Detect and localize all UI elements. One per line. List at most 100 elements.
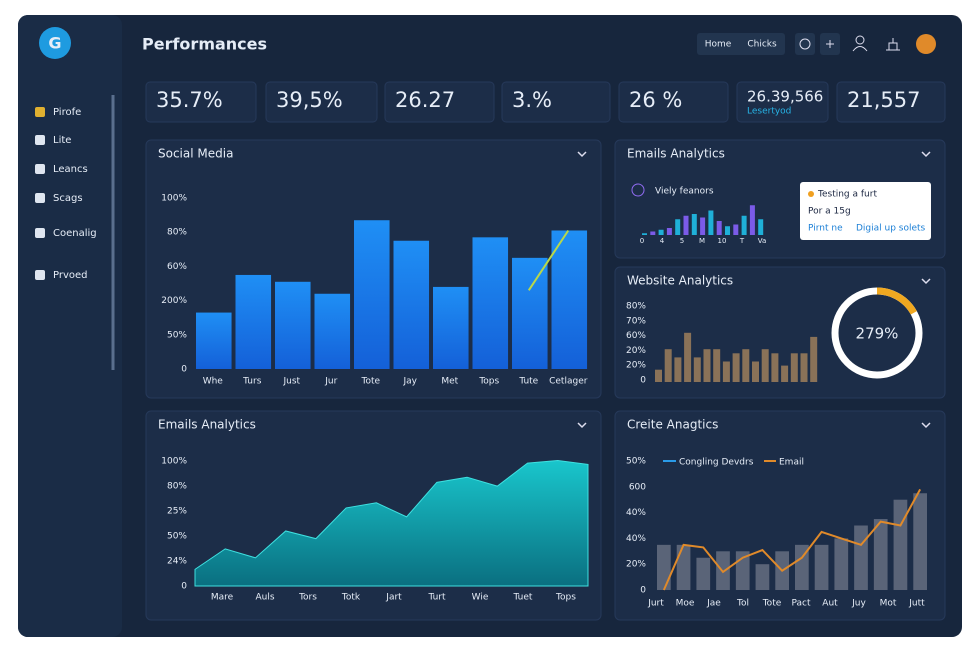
y-axis-label: 100% [161,457,187,467]
nav-item[interactable]: Lite [53,135,71,146]
nav-item[interactable]: Leancs [53,164,88,175]
bar [761,349,769,382]
nav-item[interactable]: Coenalig [53,228,97,239]
bar [684,332,692,382]
kpi-value: 39,5% [276,88,343,112]
legend-text: Email [779,458,804,468]
kpi-value: 35.7% [156,88,223,112]
tooltip-text: Por a 15g [808,207,851,217]
icon-button[interactable] [795,33,815,55]
nav-box [697,33,785,55]
x-axis-label: Mot [880,599,897,609]
avatar[interactable] [916,34,936,54]
bar [658,229,664,235]
bar [854,525,868,590]
y-axis-label: 100% [161,194,187,204]
x-axis-label: Turt [427,593,446,603]
chevron[interactable] [921,151,931,158]
bar [666,228,672,235]
bar [700,217,706,235]
y-axis-label: 50% [167,532,187,542]
bar [655,369,662,382]
upload-icon[interactable] [886,38,900,51]
nav-link[interactable]: Home [705,40,732,50]
bar [834,538,849,590]
bar [758,219,764,235]
nav-item[interactable]: Prvoed [53,270,88,281]
bar [814,544,829,590]
bar [781,365,789,382]
x-axis-label: Jae [706,599,721,609]
panel-title: Creite Anagtics [627,418,718,432]
kpi-value: 26.27 [395,88,455,112]
bar [725,226,730,235]
x-axis-label: Pact [791,599,810,609]
kpi-card [618,81,729,123]
icon [799,38,811,50]
x-axis-label: Tors [298,593,317,603]
y-axis-label: 0 [181,582,187,592]
kpi-value: 3.% [512,88,552,112]
y-axis-label: 0 [181,365,187,375]
logo-text: G [48,34,61,53]
chevron[interactable] [921,278,931,285]
bar [696,557,711,590]
donut-arc [831,287,923,379]
x-axis-label: Wie [472,593,489,603]
x-axis-label: Jur [324,377,337,387]
y-axis-label: 200% [161,296,187,306]
y-axis-label: 40% [626,534,646,544]
x-axis-label: Tops [478,377,499,387]
bar [703,349,711,382]
bar [683,215,689,235]
bar [691,214,697,235]
y-axis-label: 0 [640,586,646,596]
bar [433,286,469,369]
x-axis-label: Va [758,237,767,245]
bar [275,281,311,369]
bar [674,357,682,382]
bar [742,349,750,382]
x-axis-label: Tuet [513,593,533,603]
x-axis-label: Tute [518,377,538,387]
bar [752,361,759,382]
page-title: Performances [142,35,267,54]
tooltip-link[interactable]: Pirnt ne [808,224,843,234]
user-icon[interactable] [855,35,865,45]
bar [657,544,671,590]
bar [354,220,390,369]
x-axis-label: Aut [822,599,838,609]
x-axis-label: 4 [660,237,665,245]
tooltip [800,182,931,240]
bar [314,293,351,369]
x-axis-label: Mare [211,593,234,603]
panel-title: Emails Analytics [627,147,725,161]
y-axis-label: 600 [629,482,646,492]
bar [795,544,809,590]
kpi-card [501,81,611,123]
nav-link[interactable]: Chicks [747,40,777,50]
kpi-card [384,81,495,123]
bar [741,215,747,235]
x-axis-label: Juy [851,599,866,609]
x-axis-label: Auls [255,593,274,603]
chevron[interactable] [577,422,587,429]
chevron[interactable] [577,151,587,158]
x-axis-label: Tol [736,599,749,609]
bar [235,274,272,369]
x-axis-label: Met [441,377,458,387]
bar [676,544,691,590]
x-axis-label: M [699,237,705,245]
x-axis-label: Totk [341,593,361,603]
nav-icon [35,193,45,203]
x-axis-label: Jay [403,377,418,387]
bar [551,230,588,369]
x-axis-label: 10 [718,237,727,245]
nav-item[interactable]: Pirofe [53,107,81,118]
chevron[interactable] [921,422,931,429]
tooltip-link[interactable]: Digial up solets [856,224,926,234]
x-axis-label: Tops [555,593,576,603]
nav-icon [35,135,45,145]
x-axis-label: Cetlager [549,377,588,387]
nav-item[interactable]: Scags [53,193,83,204]
